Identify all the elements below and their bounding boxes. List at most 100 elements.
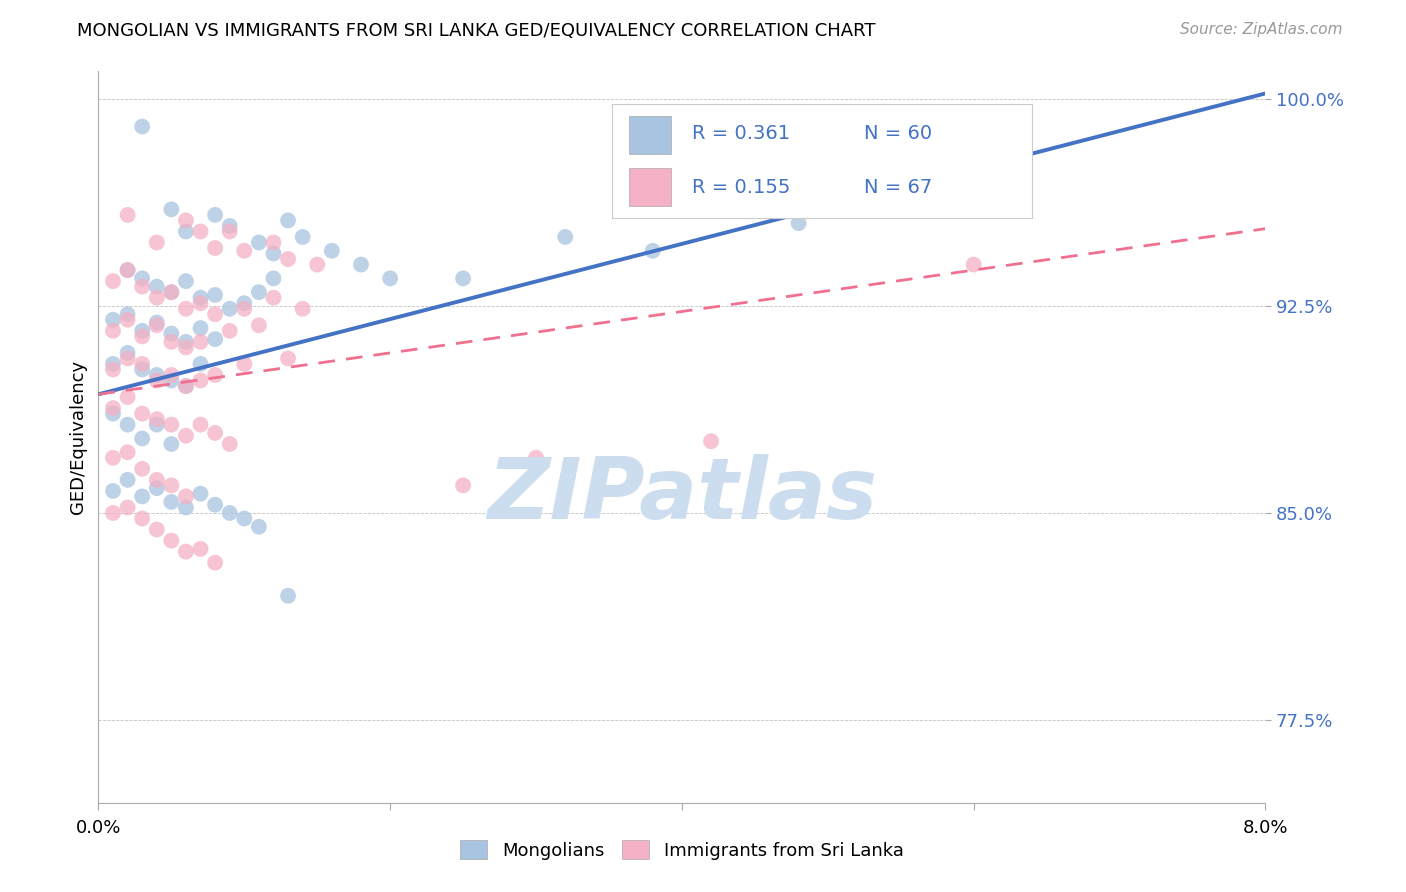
Point bbox=[277, 213, 299, 227]
Point bbox=[218, 437, 240, 451]
Point bbox=[160, 285, 183, 300]
Point bbox=[160, 417, 183, 432]
Point bbox=[190, 541, 212, 556]
Point bbox=[524, 450, 547, 465]
Point bbox=[101, 407, 124, 421]
Point bbox=[117, 307, 139, 321]
Text: 0.0%: 0.0% bbox=[76, 820, 121, 838]
Point bbox=[204, 288, 226, 302]
Point bbox=[277, 252, 299, 266]
Point bbox=[218, 506, 240, 520]
Point bbox=[190, 291, 212, 305]
Point bbox=[247, 318, 270, 333]
Point bbox=[131, 490, 153, 504]
Point bbox=[101, 450, 124, 465]
Point bbox=[174, 301, 197, 316]
Text: 8.0%: 8.0% bbox=[1243, 820, 1288, 838]
Legend: Mongolians, Immigrants from Sri Lanka: Mongolians, Immigrants from Sri Lanka bbox=[453, 833, 911, 867]
Point bbox=[204, 307, 226, 321]
Point bbox=[117, 500, 139, 515]
Point bbox=[101, 274, 124, 288]
Point bbox=[160, 202, 183, 217]
Point bbox=[146, 279, 169, 293]
Point bbox=[204, 498, 226, 512]
Point bbox=[101, 401, 124, 416]
Point bbox=[160, 478, 183, 492]
Point bbox=[991, 175, 1014, 189]
Point bbox=[962, 258, 984, 272]
Point bbox=[174, 379, 197, 393]
Point bbox=[146, 473, 169, 487]
Point bbox=[233, 244, 256, 258]
Point bbox=[146, 235, 169, 250]
Point bbox=[641, 244, 664, 258]
Point bbox=[204, 556, 226, 570]
Point bbox=[174, 544, 197, 558]
Text: MONGOLIAN VS IMMIGRANTS FROM SRI LANKA GED/EQUIVALENCY CORRELATION CHART: MONGOLIAN VS IMMIGRANTS FROM SRI LANKA G… bbox=[77, 22, 876, 40]
Point bbox=[218, 219, 240, 233]
Text: ZIPatlas: ZIPatlas bbox=[486, 454, 877, 537]
Point bbox=[131, 324, 153, 338]
Point bbox=[174, 379, 197, 393]
Point bbox=[146, 374, 169, 388]
Point bbox=[247, 235, 270, 250]
Point bbox=[131, 120, 153, 134]
Point bbox=[190, 296, 212, 310]
Point bbox=[174, 340, 197, 354]
Point bbox=[146, 481, 169, 495]
Point bbox=[174, 334, 197, 349]
Point bbox=[131, 432, 153, 446]
Point bbox=[218, 301, 240, 316]
Point bbox=[277, 351, 299, 366]
Point bbox=[117, 263, 139, 277]
Point bbox=[451, 271, 474, 285]
Point bbox=[174, 490, 197, 504]
Y-axis label: GED/Equivalency: GED/Equivalency bbox=[69, 360, 87, 514]
Point bbox=[218, 324, 240, 338]
Point bbox=[218, 224, 240, 238]
Point bbox=[787, 216, 810, 230]
Point bbox=[146, 318, 169, 333]
Point bbox=[160, 495, 183, 509]
Point bbox=[131, 271, 153, 285]
Point bbox=[262, 246, 284, 260]
Point bbox=[174, 224, 197, 238]
Point bbox=[117, 445, 139, 459]
Point bbox=[554, 230, 576, 244]
Point bbox=[380, 271, 402, 285]
Point bbox=[101, 324, 124, 338]
Point bbox=[117, 417, 139, 432]
Text: Source: ZipAtlas.com: Source: ZipAtlas.com bbox=[1180, 22, 1343, 37]
Point bbox=[700, 434, 723, 449]
Point bbox=[190, 374, 212, 388]
Point bbox=[117, 208, 139, 222]
Point bbox=[350, 258, 373, 272]
Point bbox=[160, 285, 183, 300]
Point bbox=[204, 332, 226, 346]
Point bbox=[160, 533, 183, 548]
Point bbox=[190, 224, 212, 238]
Point bbox=[262, 291, 284, 305]
Point bbox=[291, 301, 314, 316]
Point bbox=[117, 473, 139, 487]
Point bbox=[131, 462, 153, 476]
Point bbox=[174, 274, 197, 288]
Point bbox=[262, 235, 284, 250]
Point bbox=[101, 312, 124, 326]
Point bbox=[131, 407, 153, 421]
Point bbox=[190, 357, 212, 371]
Point bbox=[101, 483, 124, 498]
Point bbox=[174, 213, 197, 227]
Point bbox=[131, 511, 153, 525]
Point bbox=[131, 357, 153, 371]
Point bbox=[146, 523, 169, 537]
Point bbox=[146, 368, 169, 382]
Point bbox=[117, 312, 139, 326]
Point bbox=[131, 362, 153, 376]
Point bbox=[233, 357, 256, 371]
Point bbox=[204, 425, 226, 440]
Point bbox=[146, 417, 169, 432]
Point bbox=[247, 520, 270, 534]
Point bbox=[233, 296, 256, 310]
Point bbox=[117, 346, 139, 360]
